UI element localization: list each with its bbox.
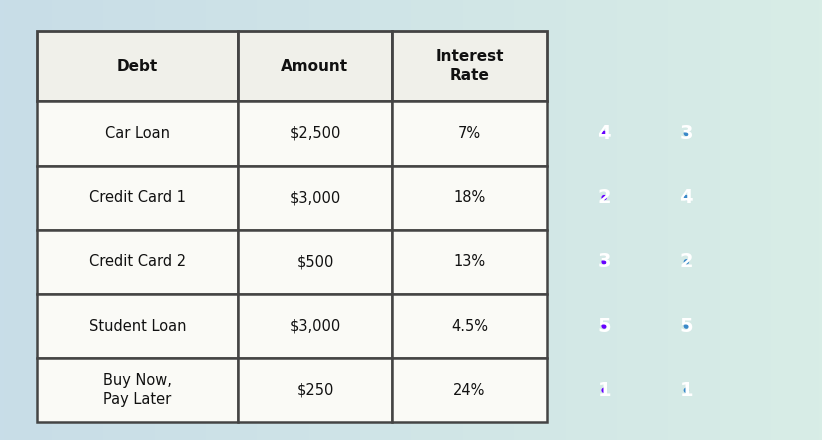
Text: $3,000: $3,000 bbox=[289, 190, 340, 205]
Text: Student Loan: Student Loan bbox=[89, 319, 186, 334]
Bar bbox=[392, 230, 547, 294]
Text: $2,500: $2,500 bbox=[289, 126, 340, 141]
Text: Buy Now,
Pay Later: Buy Now, Pay Later bbox=[103, 373, 172, 407]
Bar bbox=[37, 165, 238, 230]
Text: $3,000: $3,000 bbox=[289, 319, 340, 334]
Text: 1: 1 bbox=[680, 381, 693, 400]
Bar bbox=[238, 101, 392, 165]
Bar bbox=[238, 294, 392, 358]
Text: Amount: Amount bbox=[281, 59, 349, 73]
Ellipse shape bbox=[684, 195, 689, 200]
Text: 4: 4 bbox=[598, 124, 611, 143]
Text: Credit Card 1: Credit Card 1 bbox=[89, 190, 186, 205]
Text: 2: 2 bbox=[598, 188, 611, 207]
Text: $500: $500 bbox=[296, 254, 334, 269]
Ellipse shape bbox=[602, 323, 607, 329]
Bar bbox=[37, 230, 238, 294]
Text: 24%: 24% bbox=[453, 383, 486, 398]
Text: 18%: 18% bbox=[453, 190, 486, 205]
Text: $250: $250 bbox=[296, 383, 334, 398]
Text: 3: 3 bbox=[598, 253, 611, 271]
Text: 13%: 13% bbox=[454, 254, 486, 269]
Text: 7%: 7% bbox=[458, 126, 481, 141]
Bar bbox=[238, 358, 392, 422]
Text: 5: 5 bbox=[680, 316, 693, 336]
Ellipse shape bbox=[602, 131, 607, 136]
Bar bbox=[392, 31, 547, 101]
Text: 1: 1 bbox=[598, 381, 611, 400]
Bar bbox=[238, 165, 392, 230]
Bar bbox=[238, 31, 392, 101]
Text: 4.5%: 4.5% bbox=[451, 319, 488, 334]
Text: 2: 2 bbox=[680, 253, 693, 271]
Text: 4: 4 bbox=[680, 188, 693, 207]
Ellipse shape bbox=[602, 195, 607, 200]
Bar bbox=[37, 101, 238, 165]
Text: Debt: Debt bbox=[117, 59, 158, 73]
Ellipse shape bbox=[602, 259, 607, 264]
Text: Car Loan: Car Loan bbox=[105, 126, 170, 141]
Ellipse shape bbox=[684, 323, 689, 329]
Bar bbox=[392, 358, 547, 422]
Ellipse shape bbox=[684, 131, 689, 136]
Bar bbox=[238, 230, 392, 294]
Bar bbox=[37, 31, 238, 101]
Text: 3: 3 bbox=[680, 124, 693, 143]
Text: Interest
Rate: Interest Rate bbox=[435, 49, 504, 83]
Bar bbox=[37, 358, 238, 422]
Bar bbox=[392, 101, 547, 165]
Bar bbox=[392, 165, 547, 230]
Text: 5: 5 bbox=[598, 316, 611, 336]
Bar bbox=[37, 294, 238, 358]
Text: Credit Card 2: Credit Card 2 bbox=[89, 254, 186, 269]
Ellipse shape bbox=[684, 388, 689, 393]
Ellipse shape bbox=[602, 388, 607, 393]
Ellipse shape bbox=[684, 259, 689, 264]
Bar bbox=[392, 294, 547, 358]
